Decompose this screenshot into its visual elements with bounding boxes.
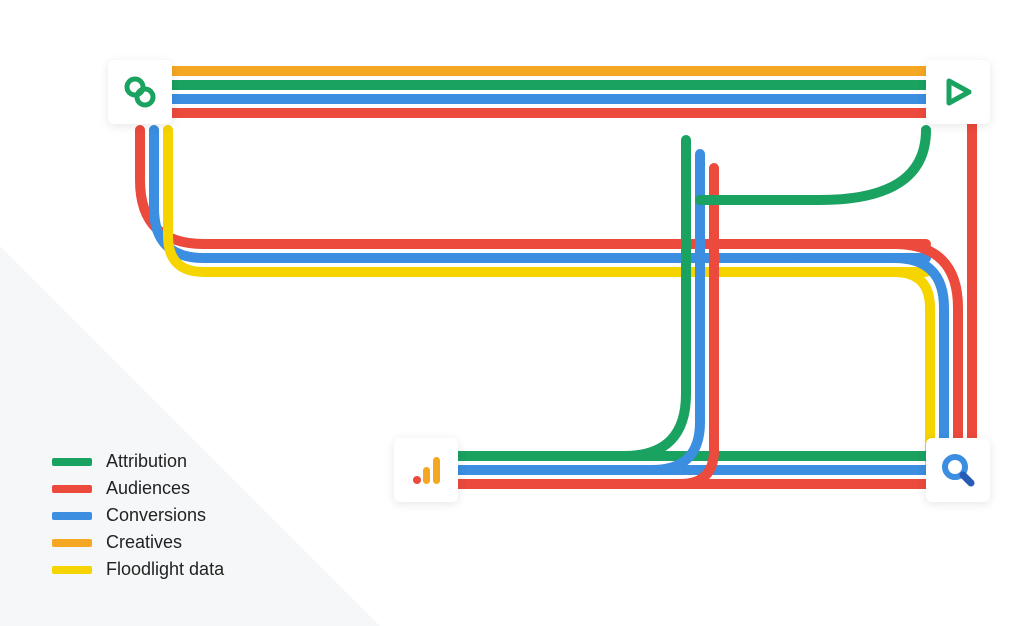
legend-label: Conversions: [106, 505, 206, 526]
campaign-manager-icon: [122, 74, 158, 110]
legend-label: Attribution: [106, 451, 187, 472]
search-ads-icon: [940, 452, 976, 488]
legend-item: Attribution: [52, 451, 224, 472]
legend-item: Creatives: [52, 532, 224, 553]
legend-swatch: [52, 485, 92, 493]
legend-item: Audiences: [52, 478, 224, 499]
legend-item: Conversions: [52, 505, 224, 526]
analytics-node: [394, 438, 458, 502]
search-ads-node: [926, 438, 990, 502]
legend-label: Floodlight data: [106, 559, 224, 580]
campaign-manager-node: [108, 60, 172, 124]
analytics-icon: [409, 453, 443, 487]
legend-swatch: [52, 512, 92, 520]
display-video-node: [926, 60, 990, 124]
display-video-icon: [941, 75, 975, 109]
legend-swatch: [52, 539, 92, 547]
legend-label: Audiences: [106, 478, 190, 499]
legend-swatch: [52, 566, 92, 574]
legend-item: Floodlight data: [52, 559, 224, 580]
legend-swatch: [52, 458, 92, 466]
legend: Attribution Audiences Conversions Creatives…: [52, 451, 224, 586]
legend-label: Creatives: [106, 532, 182, 553]
